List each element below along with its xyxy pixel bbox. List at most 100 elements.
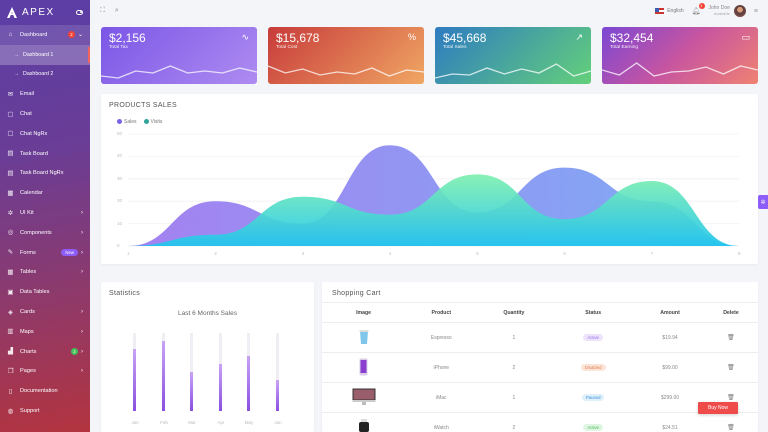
stat-label: Total Earning [610,45,638,50]
stat-card-total-earning: $32,454 Total Earning ▭ [602,27,758,84]
sidebar-item-data-tables[interactable]: ▣ Data Tables [0,282,90,302]
x-tick: 4 [388,251,392,256]
chevron-right-icon: › [81,210,83,217]
trash-icon[interactable]: 🗑︎ [727,425,735,431]
topbar: ⛶ ⌕ English 🔔︎ 4 John Doe Available ≡ [90,0,768,22]
life-buoy-icon: ◍ [7,407,14,415]
legend-dot-icon [117,119,122,125]
sidebar-item-dashboard-2[interactable]: → Dashboard 2 [0,65,90,85]
x-tick: 7 [650,251,654,256]
logo[interactable]: APEX [0,0,90,25]
y-tick: 20 [117,198,123,204]
products-sales-chart[interactable] [101,94,758,264]
panel-title: PRODUCTS SALES [109,102,177,109]
products-sales-panel: PRODUCTS SALES Sales Visits 0 10 20 30 40 50 1… [101,94,758,264]
legend-label: Sales [124,119,137,125]
y-tick: 0 [117,243,120,248]
legend-dot-icon [143,119,149,125]
topbar-right: English 🔔︎ 4 John Doe Available ≡ [655,3,758,17]
trash-icon[interactable]: 🗑︎ [727,395,735,401]
mail-icon: ✉ [7,90,14,98]
sidebar-item-support[interactable]: ◍ Support [0,401,90,421]
customizer-toggle[interactable]: ✲ [758,195,768,209]
month-label: Feb [160,420,168,425]
sidebar-item-label: Documentation [20,388,58,395]
bar-track[interactable] [247,333,250,411]
sidebar-item-label: UI Kit [20,210,34,217]
calendar-icon: ▦ [7,189,14,197]
new-badge: New [61,249,78,257]
chevron-right-icon: › [81,269,83,276]
x-tick: 8 [738,251,741,256]
bar-track[interactable] [162,333,165,411]
sidebar-item-components[interactable]: ◎ Components › [0,223,90,243]
sidebar-item-documentation[interactable]: ▯ Documentation [0,381,90,401]
legend-item-visits[interactable]: Visits [143,119,162,125]
sparkline [602,62,758,77]
sidebar-item-dashboard[interactable]: ⌂ Dashboard 2 ⌄ [0,25,90,45]
sidebar-item-calendar[interactable]: ▦ Calendar [0,183,90,203]
sidebar-item-ui-kit[interactable]: ✲ UI Kit › [0,203,90,223]
legend-item-sales[interactable]: Sales [117,119,137,125]
sidebar-item-email[interactable]: ✉ Email [0,84,90,104]
trash-icon[interactable]: 🗑︎ [727,335,735,341]
stat-card-total-tax: $2,156 Total Tax ∿ [101,27,257,84]
bar-track[interactable] [190,333,193,411]
sidebar-item-label: Dashboard 2 [23,71,54,78]
sidebar-item-tables[interactable]: ▦ Tables › [0,263,90,283]
sidebar-item-label: Chat NgRx [20,130,48,137]
status-badge: Active [583,334,604,341]
brand-name: APEX [22,7,55,18]
sidebar-item-label: Email [20,91,34,98]
sidebar-item-chat-ngrx[interactable]: ▢ Chat NgRx [0,124,90,144]
amount: $24.51 [636,412,704,432]
sidebar-item-label: Task Board NgRx [20,170,64,177]
phone-image [359,358,368,375]
sidebar-item-dashboard-1[interactable]: → Dashboard 1 [0,44,90,65]
sidebar-item-cards[interactable]: ◈ Cards › [0,302,90,322]
menu-icon[interactable]: ≡ [753,7,758,15]
sidebar-item-pages[interactable]: ❐ Pages › [0,362,90,382]
x-tick: 1 [127,251,130,256]
sidebar-item-maps[interactable]: ▥ Maps › [0,322,90,342]
bar-track[interactable] [219,333,222,411]
stat-value: $15,678 [276,31,320,45]
sparkline [101,65,257,79]
buy-now-button[interactable]: Buy Now [698,402,738,414]
bar [247,356,250,411]
chart-subtitle: Last 6 Months Sales [178,310,237,317]
bar-track[interactable] [276,333,279,411]
notifications-button[interactable]: 🔔︎ 4 [692,3,705,15]
trash-icon[interactable]: 🗑︎ [727,365,735,371]
notification-count: 4 [698,3,705,9]
chart-legend: Sales Visits [117,119,162,125]
stat-card-total-cost: $15,678 Total Cost % [268,27,424,84]
panel-title: Shopping Cart [332,290,381,297]
user-menu[interactable]: John Doe Available [709,5,730,17]
fullscreen-icon[interactable]: ⛶ [100,7,105,14]
us-flag-icon [655,8,665,14]
language-selector[interactable]: English [667,8,684,14]
sidebar-item-charts[interactable]: ▟ Charts 2 › [0,342,90,362]
status-badge: Disabled [580,364,606,371]
sidebar-item-task-board[interactable]: ▤ Task Board [0,144,90,164]
sidebar-item-forms[interactable]: ✎ Forms New › [0,243,90,263]
search-icon[interactable]: ⌕ [114,7,119,14]
month-label: May [244,420,254,425]
sidebar-item-chat[interactable]: ▢ Chat [0,104,90,124]
avatar[interactable] [733,5,746,17]
product-name: Espresso [405,322,478,353]
x-tick: 2 [214,251,217,256]
clipboard-icon: ▤ [7,169,14,177]
sidebar-item-label: Chat [20,111,32,118]
column-header: Status [550,302,637,323]
sidebar-toggle-icon[interactable] [76,10,83,15]
sidebar-item-label: Components [20,229,52,236]
sidebar-item-task-board-ngrx[interactable]: ▤ Task Board NgRx [0,164,90,184]
bar-track[interactable] [133,333,136,411]
quantity: 1 [477,382,551,413]
stat-value: $2,156 [109,31,146,45]
stat-label: Total Cost [276,45,298,50]
bar [162,340,165,411]
chat-icon: ▢ [7,110,14,118]
